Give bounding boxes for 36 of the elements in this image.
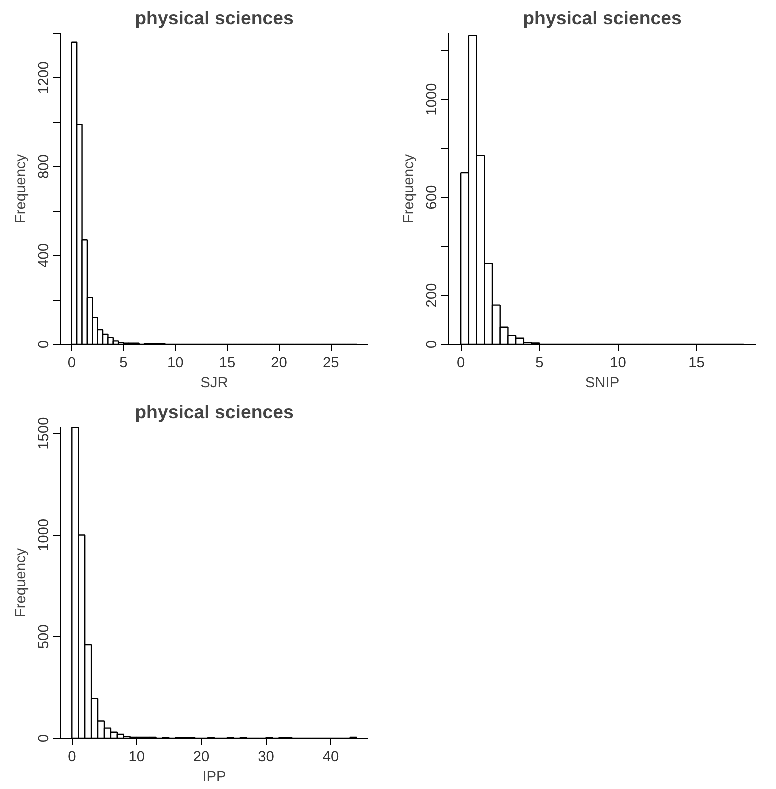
y-tick-label: 0 [424, 340, 440, 349]
x-tick-label: 5 [536, 356, 544, 372]
x-tick-label: 15 [688, 356, 705, 372]
x-tick-label: 10 [167, 356, 184, 372]
y-axis-title: Frequency [14, 548, 30, 618]
x-tick-label: 10 [128, 750, 146, 766]
y-axis-title: Frequency [14, 154, 30, 224]
x-tick-label: 30 [258, 750, 274, 766]
y-tick-label: 0 [36, 734, 52, 743]
x-tick-label: 0 [68, 356, 76, 372]
chart-title: physical sciences [523, 8, 682, 28]
y-tick-label: 1000 [36, 518, 52, 552]
x-tick-label: 5 [120, 356, 128, 372]
chart-title: physical sciences [135, 8, 294, 28]
y-tick-label: 500 [36, 624, 52, 650]
y-tick-label: 0 [36, 340, 52, 349]
x-tick-label: 10 [610, 356, 626, 372]
y-tick-label: 400 [36, 243, 52, 268]
x-tick-label: 0 [456, 356, 466, 372]
y-tick-label: 1500 [36, 417, 52, 450]
y-tick-label: 800 [36, 154, 52, 180]
y-tick-label: 1200 [36, 62, 52, 94]
y-tick-label: 1000 [424, 83, 440, 116]
x-axis-title: SJR [200, 376, 228, 392]
x-tick-label: 25 [323, 356, 340, 372]
chart-title: physical sciences [135, 402, 294, 422]
x-tick-label: 0 [68, 750, 76, 766]
x-tick-label: 40 [322, 750, 340, 766]
x-axis-title: IPP [202, 770, 226, 786]
x-tick-label: 20 [271, 356, 288, 372]
x-tick-label: 15 [219, 356, 236, 372]
y-tick-label: 600 [424, 185, 440, 210]
x-axis-title: SNIP [585, 376, 620, 392]
x-tick-label: 20 [193, 750, 210, 766]
y-tick-label: 200 [424, 283, 440, 308]
y-axis-title: Frequency [402, 154, 418, 224]
